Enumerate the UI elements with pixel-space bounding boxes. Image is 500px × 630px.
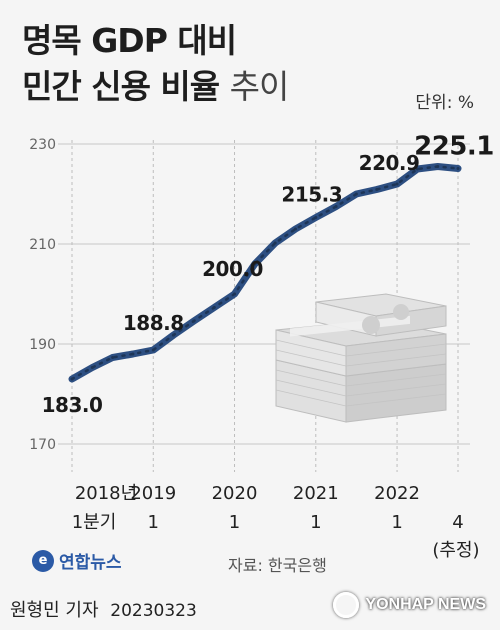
y-tick-label: 210 xyxy=(29,237,56,253)
y-tick-label: 230 xyxy=(29,137,56,153)
data-point xyxy=(456,167,460,170)
y-axis-ticks: 170 190 210 230 xyxy=(29,137,56,453)
data-point xyxy=(151,348,155,352)
series-line-dashes xyxy=(70,165,460,381)
watermark-text: YONHAP NEWS xyxy=(365,596,486,613)
x-tick-year: 2019 xyxy=(130,483,176,504)
chart-title: 명목 GDP 대비 민간 신용 비율 추이 xyxy=(22,18,290,110)
data-label: 200.0 xyxy=(202,257,263,281)
watermark-logo-icon xyxy=(333,592,360,618)
data-points xyxy=(70,165,460,381)
y-tick-label: 190 xyxy=(29,337,56,353)
title-line-2-light: 추이 xyxy=(229,67,290,106)
money-stack-illustration xyxy=(275,293,447,423)
data-point xyxy=(415,167,419,171)
credit: 원형민 기자 20230323 xyxy=(10,596,197,622)
data-label: 220.9 xyxy=(359,151,420,175)
data-point xyxy=(375,188,379,191)
x-tick-quarter: 1 xyxy=(391,512,402,533)
data-point xyxy=(70,377,74,381)
data-label: 188.8 xyxy=(123,311,184,335)
title-line-2-bold: 민간 신용 비율 xyxy=(22,67,220,106)
data-label: 215.3 xyxy=(281,183,342,207)
x-tick-quarter: 4 xyxy=(452,512,463,533)
data-point xyxy=(233,292,237,296)
logo-mark-icon: e xyxy=(32,549,54,572)
unit-label: 단위: % xyxy=(415,93,474,113)
data-point xyxy=(273,241,277,245)
data-label: 183.0 xyxy=(42,393,103,417)
logo-text: 연합뉴스 xyxy=(59,553,122,573)
data-point xyxy=(293,227,297,231)
x-tick-quarter: 1 xyxy=(148,512,159,533)
data-point xyxy=(111,356,115,359)
x-tick-year: 2020 xyxy=(212,483,258,504)
data-point xyxy=(253,262,257,266)
x-tick-year: 2021 xyxy=(293,483,339,504)
x-tick-year: 2022 xyxy=(374,483,420,504)
data-point xyxy=(90,366,94,369)
y-tick-label: 170 xyxy=(29,437,56,453)
x-tick-note: (추정) xyxy=(432,540,479,561)
title-line-2: 민간 신용 비율 추이 xyxy=(22,64,290,110)
data-label: 225.1 xyxy=(414,132,494,162)
source-note: 자료: 한국은행 xyxy=(228,556,327,575)
x-tick-quarter: 1 xyxy=(310,512,321,533)
data-point xyxy=(314,216,318,219)
x-axis-ticks: 2018년 1분기 2019 1 2020 1 2021 1 2022 1 4 (추정) xyxy=(72,483,480,561)
publish-date: 20230323 xyxy=(110,601,197,621)
reporter: 원형민 기자 xyxy=(10,600,99,621)
x-tick-quarter: 1분기 xyxy=(72,512,117,533)
data-point xyxy=(334,205,338,208)
data-point xyxy=(436,165,440,168)
data-point xyxy=(212,306,216,309)
data-point xyxy=(172,333,176,337)
watermark: YONHAP NEWS xyxy=(333,592,486,618)
data-point xyxy=(192,319,196,323)
yonhap-logo: e 연합뉴스 xyxy=(32,548,122,573)
x-tick-quarter: 1 xyxy=(229,512,240,533)
data-point xyxy=(131,352,135,356)
data-point xyxy=(354,192,358,196)
x-tick-year: 2018년 xyxy=(75,483,137,504)
title-line-1: 명목 GDP 대비 xyxy=(22,21,237,60)
data-point xyxy=(395,182,399,186)
